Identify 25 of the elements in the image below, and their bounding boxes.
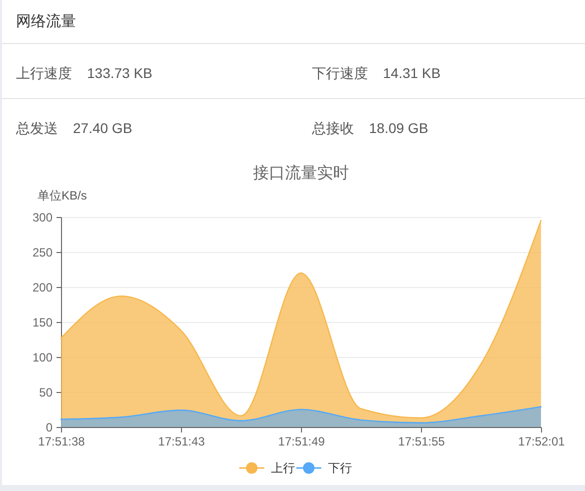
y-tick-label: 150 [32, 316, 53, 330]
chart-title: 接口流量实时 [253, 164, 349, 182]
text: 27.40 GB [73, 120, 132, 136]
text: 133.73 KB [87, 65, 152, 81]
y-tick-label: 300 [32, 210, 53, 224]
x-tick-label: 17:51:43 [158, 434, 206, 448]
text: 总发送 [16, 120, 58, 136]
x-tick-label: 17:51:55 [398, 434, 446, 448]
text: 下行速度 [312, 65, 368, 81]
y-tick-label: 100 [32, 350, 53, 364]
y-tick-label: 50 [39, 386, 53, 400]
text: 网络流量 [2, 0, 585, 44]
text: 18.09 GB [369, 120, 428, 136]
legend-label: 上行 [270, 461, 295, 475]
x-tick-label: 17:51:38 [38, 434, 86, 448]
y-tick-label: 200 [32, 280, 53, 294]
x-tick-label: 17:52:01 [518, 434, 566, 448]
text: 上行速度 [16, 65, 72, 81]
y-tick-label: 250 [32, 246, 53, 260]
y-tick-label: 0 [46, 420, 53, 434]
text: 14.31 KB [383, 65, 441, 81]
text: 总接收 [312, 120, 354, 136]
x-tick-label: 17:51:49 [278, 434, 326, 448]
y-axis-title: 单位KB/s [38, 188, 87, 202]
legend-label: 下行 [328, 461, 352, 475]
